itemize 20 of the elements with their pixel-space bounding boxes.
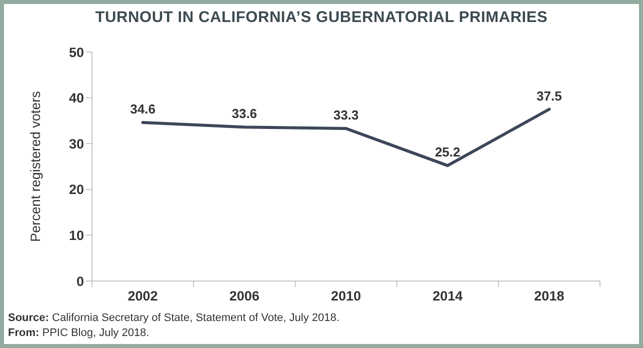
data-label: 33.3 xyxy=(333,107,359,122)
x-tick-label: 2014 xyxy=(432,288,464,304)
y-tick-label: 10 xyxy=(68,228,84,243)
x-tick-label: 2010 xyxy=(330,288,362,304)
data-label: 25.2 xyxy=(434,144,460,160)
y-tick-label: 0 xyxy=(76,274,84,289)
data-label: 34.6 xyxy=(130,102,156,117)
chart-title: TURNOUT IN CALIFORNIA’S GUBERNATORIAL PRIMARIES xyxy=(95,9,548,26)
y-tick-label: 20 xyxy=(68,182,84,198)
x-tick-label: 2002 xyxy=(128,288,158,304)
y-tick-label: 40 xyxy=(68,90,84,106)
x-tick-label: 2018 xyxy=(534,288,565,304)
data-label: 33.6 xyxy=(232,106,258,122)
x-tick-label: 2006 xyxy=(229,288,260,304)
y-tick-label: 30 xyxy=(68,136,84,152)
y-tick-label: 50 xyxy=(68,44,84,60)
y-axis-title: Percent registered voters xyxy=(28,90,42,242)
source-note: Source: California Secretary of State, Statement of Vote, July 2018. xyxy=(8,312,340,324)
data-label: 37.5 xyxy=(536,88,562,104)
text: From: PPIC Blog, July 2018. xyxy=(8,327,150,339)
